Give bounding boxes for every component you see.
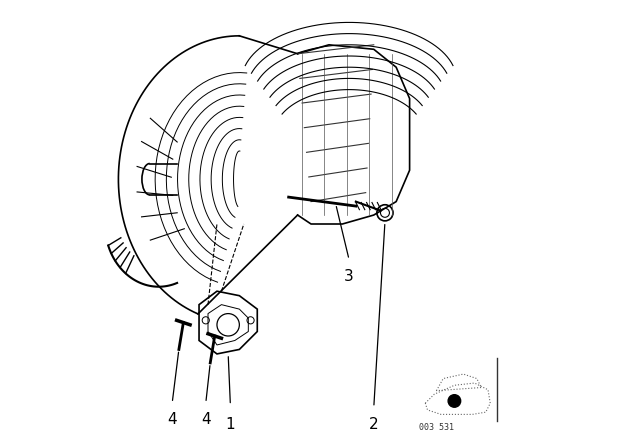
Text: 1: 1 <box>225 417 236 431</box>
Text: 4: 4 <box>201 412 211 427</box>
Text: 3: 3 <box>344 269 354 284</box>
Circle shape <box>448 395 461 407</box>
Text: 003 531: 003 531 <box>419 423 454 432</box>
Text: 4: 4 <box>167 412 177 427</box>
Text: 2: 2 <box>369 417 379 431</box>
